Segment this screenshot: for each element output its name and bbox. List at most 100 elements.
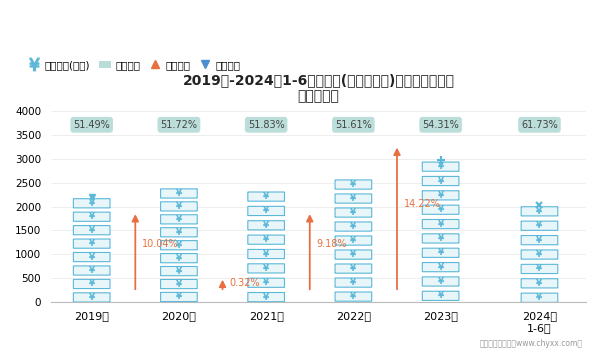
FancyBboxPatch shape <box>248 235 284 244</box>
FancyBboxPatch shape <box>160 293 197 301</box>
FancyBboxPatch shape <box>335 194 371 203</box>
Text: ¥: ¥ <box>88 239 95 248</box>
FancyBboxPatch shape <box>73 199 110 208</box>
Text: 14.22%: 14.22% <box>404 199 441 209</box>
FancyBboxPatch shape <box>335 222 371 231</box>
Text: ¥: ¥ <box>537 279 543 288</box>
Text: 54.31%: 54.31% <box>423 120 459 130</box>
Text: ¥: ¥ <box>176 293 182 301</box>
FancyBboxPatch shape <box>248 264 284 273</box>
Text: ¥: ¥ <box>537 236 543 245</box>
Text: ¥: ¥ <box>88 293 95 302</box>
Text: ¥: ¥ <box>350 180 356 189</box>
FancyBboxPatch shape <box>423 162 459 171</box>
Text: ¥: ¥ <box>350 208 356 217</box>
Text: ¥: ¥ <box>88 199 95 208</box>
FancyBboxPatch shape <box>423 234 459 243</box>
Text: ¥: ¥ <box>438 263 444 272</box>
Text: ¥: ¥ <box>350 194 356 203</box>
Text: ¥: ¥ <box>537 221 543 230</box>
Text: 0.32%: 0.32% <box>230 278 260 288</box>
Text: 51.72%: 51.72% <box>160 120 197 130</box>
FancyBboxPatch shape <box>335 250 371 259</box>
FancyBboxPatch shape <box>335 236 371 245</box>
FancyBboxPatch shape <box>248 206 284 215</box>
FancyBboxPatch shape <box>73 266 110 275</box>
FancyBboxPatch shape <box>423 205 459 214</box>
FancyBboxPatch shape <box>248 250 284 259</box>
Text: ¥: ¥ <box>176 267 182 275</box>
Text: ¥: ¥ <box>263 278 269 287</box>
FancyBboxPatch shape <box>335 180 371 189</box>
FancyBboxPatch shape <box>73 279 110 289</box>
Text: 51.61%: 51.61% <box>335 120 372 130</box>
Text: 10.04%: 10.04% <box>142 239 179 248</box>
Text: ¥: ¥ <box>176 202 182 211</box>
Text: ¥: ¥ <box>537 250 543 259</box>
Text: ¥: ¥ <box>438 220 444 229</box>
Text: ¥: ¥ <box>537 293 543 302</box>
FancyBboxPatch shape <box>248 293 284 302</box>
FancyBboxPatch shape <box>248 221 284 230</box>
Text: ¥: ¥ <box>438 191 444 200</box>
Text: ¥: ¥ <box>176 228 182 237</box>
Text: ¥: ¥ <box>176 241 182 250</box>
Text: ¥: ¥ <box>350 222 356 231</box>
Legend: 累计保费(亿元), 寿险占比, 同比增加, 同比减少: 累计保费(亿元), 寿险占比, 同比增加, 同比减少 <box>24 56 245 74</box>
FancyBboxPatch shape <box>423 191 459 200</box>
FancyBboxPatch shape <box>73 252 110 262</box>
FancyBboxPatch shape <box>73 239 110 248</box>
FancyBboxPatch shape <box>521 207 558 216</box>
Text: ¥: ¥ <box>350 250 356 259</box>
FancyBboxPatch shape <box>423 248 459 257</box>
Text: ¥: ¥ <box>438 291 444 300</box>
Text: ¥: ¥ <box>438 176 444 186</box>
FancyBboxPatch shape <box>160 267 197 276</box>
FancyBboxPatch shape <box>160 189 197 198</box>
Text: ¥: ¥ <box>537 264 543 273</box>
FancyBboxPatch shape <box>335 278 371 287</box>
Text: ¥: ¥ <box>88 279 95 289</box>
Text: ¥: ¥ <box>88 252 95 262</box>
Text: ¥: ¥ <box>263 221 269 230</box>
FancyBboxPatch shape <box>423 277 459 286</box>
Text: ¥: ¥ <box>438 205 444 214</box>
FancyBboxPatch shape <box>160 215 197 224</box>
Text: ¥: ¥ <box>263 264 269 273</box>
FancyBboxPatch shape <box>73 225 110 235</box>
Text: ¥: ¥ <box>438 277 444 286</box>
Text: ¥: ¥ <box>88 212 95 221</box>
Text: ¥: ¥ <box>88 226 95 235</box>
Text: ¥: ¥ <box>176 279 182 289</box>
Text: ¥: ¥ <box>350 236 356 245</box>
Text: ¥: ¥ <box>263 250 269 258</box>
FancyBboxPatch shape <box>248 278 284 287</box>
Text: ¥: ¥ <box>350 264 356 273</box>
Text: 制图：智研咨询（www.chyxx.com）: 制图：智研咨询（www.chyxx.com） <box>480 339 583 348</box>
FancyBboxPatch shape <box>521 221 558 230</box>
Text: ¥: ¥ <box>263 235 269 244</box>
Text: ¥: ¥ <box>88 266 95 275</box>
Text: 9.18%: 9.18% <box>317 239 347 248</box>
Text: ¥: ¥ <box>537 207 543 216</box>
FancyBboxPatch shape <box>160 228 197 237</box>
Text: ¥: ¥ <box>438 234 444 243</box>
FancyBboxPatch shape <box>248 192 284 201</box>
Text: ¥: ¥ <box>263 293 269 302</box>
FancyBboxPatch shape <box>423 291 459 300</box>
Text: ¥: ¥ <box>438 162 444 171</box>
Text: 51.49%: 51.49% <box>73 120 110 130</box>
Text: ¥: ¥ <box>438 248 444 257</box>
Text: ¥: ¥ <box>263 207 269 215</box>
FancyBboxPatch shape <box>521 264 558 274</box>
Text: ¥: ¥ <box>350 278 356 287</box>
FancyBboxPatch shape <box>423 263 459 272</box>
FancyBboxPatch shape <box>160 241 197 250</box>
Text: ¥: ¥ <box>176 189 182 198</box>
Text: ¥: ¥ <box>350 292 356 301</box>
Text: ¥: ¥ <box>176 215 182 224</box>
FancyBboxPatch shape <box>423 176 459 186</box>
FancyBboxPatch shape <box>521 250 558 259</box>
Text: ¥: ¥ <box>176 254 182 263</box>
FancyBboxPatch shape <box>335 292 371 301</box>
